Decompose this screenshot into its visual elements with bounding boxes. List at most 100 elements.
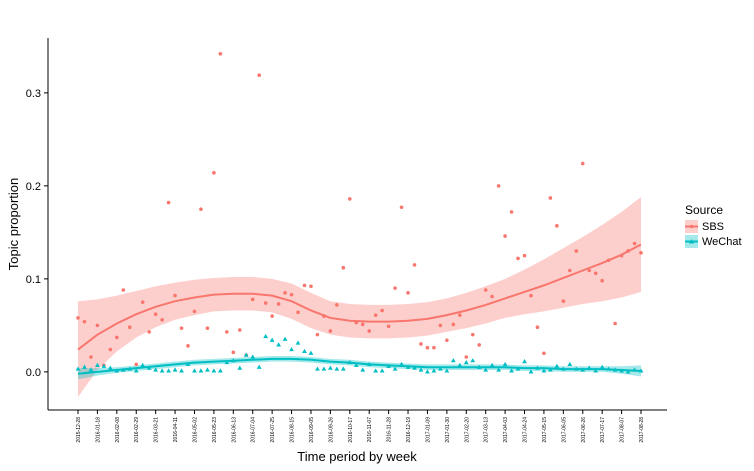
point [199, 207, 203, 211]
x-tick-label: 2016-07-04 [251, 417, 257, 443]
legend-label: WeChat [702, 236, 742, 248]
legend-marker [689, 224, 694, 229]
point [121, 288, 126, 292]
legend-marker [689, 239, 694, 244]
point [639, 251, 643, 255]
point [516, 256, 520, 261]
y-tick-label: 0.0 [26, 367, 41, 379]
point [496, 367, 502, 372]
x-tick-label: 2017-01-30 [445, 417, 451, 443]
point [418, 367, 424, 372]
point [115, 335, 119, 340]
point [437, 366, 443, 371]
point [509, 210, 514, 214]
point [289, 346, 294, 352]
point [373, 313, 378, 317]
point [393, 286, 397, 290]
point [502, 361, 508, 367]
x-axis-title: Time period by week [297, 449, 417, 464]
point [438, 323, 443, 328]
point [302, 283, 307, 288]
point [95, 323, 100, 328]
point [88, 367, 94, 372]
x-tick-label: 2016-02-08 [115, 417, 121, 443]
x-tick-label: 2016-05-02 [192, 417, 198, 443]
point [257, 73, 261, 77]
point [153, 367, 159, 372]
point [82, 364, 87, 369]
point [335, 303, 339, 307]
x-tick-label: 2017-02-20 [464, 417, 470, 443]
point [159, 368, 165, 373]
x-tick-label: 2016-07-25 [270, 417, 276, 443]
x-tick-label: 2015-12-28 [76, 417, 82, 443]
point [179, 368, 184, 373]
point [464, 355, 469, 359]
point [82, 319, 87, 324]
point [237, 365, 243, 370]
point [509, 368, 514, 373]
point [522, 359, 527, 364]
point [496, 184, 501, 188]
x-tick-label: 2017-05-15 [542, 417, 548, 443]
point [179, 326, 184, 330]
point [107, 365, 113, 370]
point [386, 324, 391, 329]
point [127, 325, 132, 330]
point [89, 355, 93, 359]
point [412, 263, 417, 267]
point [392, 366, 398, 371]
point [360, 367, 366, 372]
x-tick-label: 2016-09-26 [328, 417, 334, 443]
x-tick-label: 2017-04-24 [523, 417, 529, 443]
point [205, 326, 210, 330]
point [95, 362, 100, 367]
x-tick-label: 2017-01-09 [425, 417, 431, 443]
x-tick-label: 2017-03-13 [484, 417, 490, 443]
point [308, 350, 314, 355]
point [231, 350, 236, 355]
point [632, 241, 637, 246]
point [445, 338, 449, 343]
point [315, 332, 320, 337]
point [457, 362, 463, 367]
point [463, 359, 469, 365]
point [263, 333, 269, 339]
point [529, 293, 533, 298]
point [283, 291, 287, 295]
point [140, 362, 146, 367]
point [256, 364, 262, 369]
point [406, 291, 410, 295]
point [321, 366, 327, 371]
point [489, 362, 495, 367]
point [450, 358, 456, 363]
point [548, 196, 553, 200]
point [412, 365, 417, 370]
point [224, 359, 230, 365]
point [263, 301, 268, 305]
point [542, 351, 546, 356]
point [483, 288, 488, 292]
point [270, 314, 274, 318]
point [250, 354, 256, 359]
x-tick-label: 2016-09-05 [309, 417, 315, 443]
y-axis-title: Topic proportion [6, 178, 21, 271]
point [425, 369, 430, 374]
point [217, 368, 223, 373]
x-tick-label: 2017-07-17 [600, 417, 606, 443]
point [205, 367, 210, 372]
x-tick-label: 2016-06-13 [231, 417, 237, 443]
x-tick-label: 2016-05-23 [212, 417, 218, 443]
point [567, 361, 573, 367]
legend-title: Source [685, 203, 723, 217]
point [444, 368, 450, 373]
point [483, 367, 489, 372]
x-tick-label: 2017-04-03 [503, 417, 509, 443]
point [192, 368, 197, 373]
point [108, 347, 113, 352]
x-tick-label: 2016-08-15 [290, 417, 296, 443]
point [347, 197, 352, 201]
point [334, 366, 340, 371]
point [289, 292, 294, 297]
